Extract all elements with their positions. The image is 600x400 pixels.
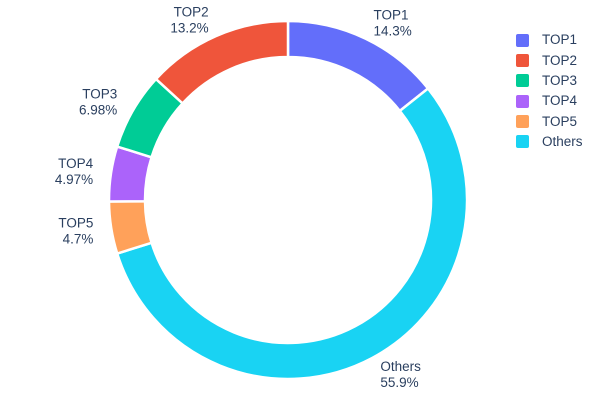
- legend-item-others[interactable]: Others: [516, 131, 583, 151]
- slice-label-percent: 4.97%: [55, 172, 93, 187]
- slice-label-percent: 4.7%: [63, 232, 94, 247]
- legend-item-top2[interactable]: TOP2: [516, 50, 583, 70]
- legend-swatch-others: [516, 135, 529, 149]
- legend-label: Others: [542, 133, 583, 149]
- legend: TOP1 TOP2 TOP3 TOP4 TOP5 Others: [516, 30, 583, 152]
- legend-swatch-top1: [516, 33, 529, 47]
- slice-label-name: Others: [380, 359, 421, 374]
- legend-item-top5[interactable]: TOP5: [516, 111, 583, 131]
- legend-label: TOP4: [542, 93, 578, 109]
- slice-label-name: TOP4: [58, 156, 94, 171]
- legend-swatch-top4: [516, 94, 529, 108]
- legend-label: TOP3: [542, 72, 578, 88]
- legend-label: TOP5: [542, 113, 578, 129]
- slice-label-percent: 13.2%: [170, 21, 208, 36]
- slice-label-percent: 14.3%: [374, 24, 412, 39]
- pie-slice-top2[interactable]: [154, 19, 290, 105]
- legend-label: TOP2: [542, 52, 578, 68]
- pie-slice-others[interactable]: [115, 87, 469, 381]
- legend-swatch-top5: [516, 114, 529, 128]
- legend-label: TOP1: [542, 32, 578, 48]
- slice-label-name: TOP1: [374, 8, 409, 23]
- legend-swatch-top2: [516, 53, 529, 67]
- slice-label-percent: 55.9%: [380, 375, 418, 390]
- slice-label-percent: 6.98%: [79, 103, 117, 118]
- legend-item-top1[interactable]: TOP1: [516, 30, 583, 50]
- legend-item-top4[interactable]: TOP4: [516, 91, 583, 111]
- slice-label-name: TOP2: [174, 5, 209, 20]
- slice-label-name: TOP3: [82, 87, 117, 102]
- slice-label-name: TOP5: [58, 216, 93, 231]
- legend-swatch-top3: [516, 74, 529, 88]
- pie-slice-top5[interactable]: [107, 199, 153, 255]
- legend-item-top3[interactable]: TOP3: [516, 71, 583, 91]
